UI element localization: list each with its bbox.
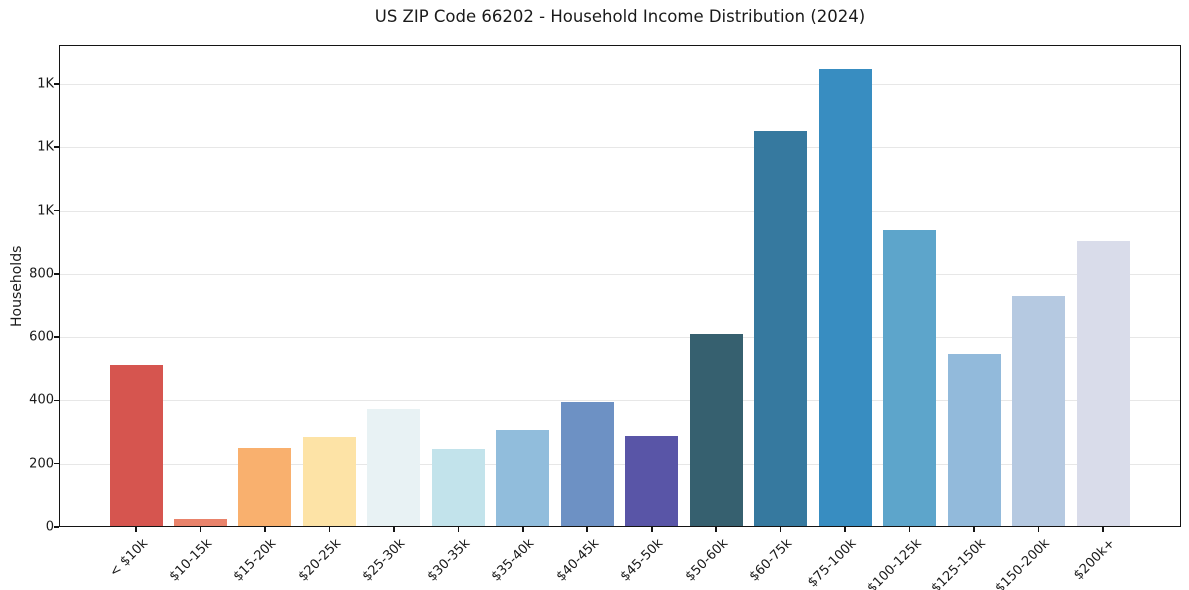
- x-tick-label: $100-125k: [864, 536, 925, 590]
- x-tick-mark: [1037, 527, 1040, 532]
- bar: [1076, 240, 1130, 527]
- y-tick-mark: [54, 526, 59, 528]
- bar: [431, 449, 485, 527]
- x-tick-mark: [135, 527, 137, 532]
- x-tick-mark: [715, 527, 718, 532]
- x-tick-label: $15-20k: [231, 536, 280, 585]
- y-tick-label: 800: [29, 266, 54, 282]
- x-tick-mark: [264, 527, 266, 532]
- y-tick-label: 1K: [37, 139, 54, 155]
- x-tick-label: $25-30k: [360, 536, 409, 585]
- x-tick-label: $45-50k: [617, 536, 667, 585]
- y-tick-mark: [54, 83, 59, 85]
- y-tick-label: 1K: [37, 203, 54, 219]
- y-tick-label: 1K: [37, 76, 54, 92]
- x-tick-label: $50-60k: [682, 536, 731, 585]
- x-tick-label: $200k+: [1070, 536, 1118, 584]
- bar: [560, 401, 614, 527]
- bar: [754, 131, 808, 527]
- x-tick-mark: [1102, 527, 1104, 532]
- gridline: [59, 337, 1181, 339]
- plot-area: [59, 45, 1181, 527]
- y-tick-mark: [54, 399, 59, 402]
- y-tick-mark: [54, 462, 59, 465]
- gridline: [59, 147, 1181, 149]
- x-tick-mark: [973, 527, 975, 532]
- bar: [1012, 295, 1066, 527]
- x-tick-label: $75-100k: [805, 536, 860, 590]
- bar: [496, 430, 550, 527]
- bar: [883, 229, 937, 527]
- y-tick-label: 600: [29, 329, 54, 345]
- gridline: [59, 273, 1181, 275]
- x-tick-label: $20-25k: [295, 536, 345, 585]
- x-tick-label: < $10k: [106, 536, 151, 581]
- x-tick-label: $40-45k: [553, 536, 602, 585]
- y-tick-mark: [54, 146, 59, 149]
- x-tick-mark: [586, 527, 589, 532]
- y-tick-label: 400: [29, 392, 54, 408]
- bar: [689, 334, 743, 527]
- chart-title: US ZIP Code 66202 - Household Income Dis…: [374, 7, 866, 26]
- x-tick-mark: [650, 527, 653, 532]
- bar: [109, 364, 163, 527]
- gridline: [59, 400, 1181, 402]
- bar: [302, 436, 356, 527]
- y-tick-mark: [54, 336, 59, 338]
- x-tick-mark: [522, 527, 524, 532]
- bar: [367, 409, 421, 527]
- x-tick-label: $150-200k: [993, 536, 1054, 590]
- y-tick-label: 0: [45, 519, 54, 535]
- x-tick-mark: [779, 527, 782, 532]
- y-tick-label: 200: [29, 456, 54, 472]
- y-tick-mark: [54, 273, 59, 275]
- x-tick-label: $10-15k: [166, 536, 216, 585]
- x-tick-mark: [908, 527, 911, 532]
- x-tick-label: $35-40k: [488, 536, 538, 585]
- gridline: [59, 83, 1181, 85]
- gridline: [59, 210, 1181, 212]
- bar: [818, 68, 872, 527]
- bar: [625, 436, 679, 527]
- bar: [947, 353, 1001, 527]
- x-tick-mark: [199, 527, 202, 532]
- y-tick-mark: [54, 209, 59, 212]
- bar: [173, 519, 227, 527]
- x-tick-mark: [393, 527, 395, 532]
- x-tick-mark: [844, 527, 846, 532]
- x-tick-mark: [457, 527, 460, 532]
- gridline: [59, 463, 1181, 465]
- bar: [238, 447, 292, 527]
- x-tick-label: $30-35k: [424, 536, 473, 585]
- x-tick-label: $60-75k: [746, 536, 796, 585]
- x-tick-mark: [328, 527, 331, 532]
- y-axis: 0 200 400 600 800 1K 1K 1K: [0, 0, 59, 590]
- x-tick-label: $125-150k: [928, 536, 989, 590]
